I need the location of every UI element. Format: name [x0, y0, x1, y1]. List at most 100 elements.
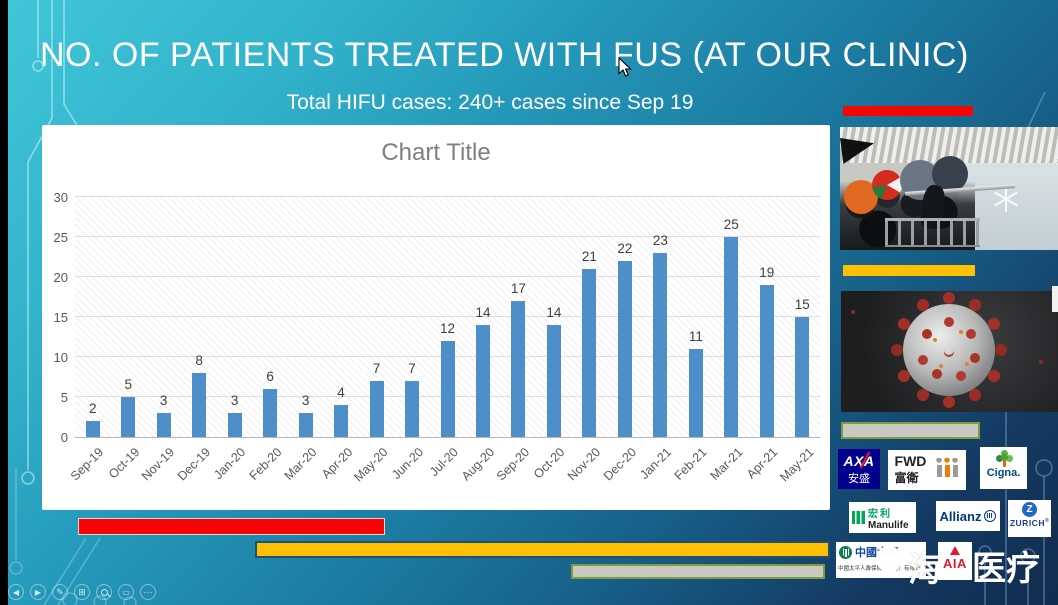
- bar-value-label: 22: [617, 241, 633, 256]
- x-tick-label: Sep-19: [68, 445, 107, 484]
- previous-slide-button[interactable]: ◀: [8, 584, 24, 600]
- bar-value-label: 3: [159, 393, 168, 408]
- x-tick-label: Feb-21: [671, 445, 710, 483]
- bar: [85, 421, 100, 437]
- plot-area: 2 Sep-19 5 Oct-19 3 Nov-19 8 Dec-19 3 Jan-20 6 Feb-…: [68, 196, 820, 484]
- red-highlight-bar: [78, 518, 385, 535]
- x-tick-label: Dec-20: [600, 445, 639, 484]
- x-tick-label: Jun-20: [388, 445, 426, 482]
- bar-value-label: 3: [230, 393, 239, 408]
- bar: [475, 325, 490, 437]
- bar-value-label: 5: [124, 377, 132, 392]
- bar: [511, 301, 526, 437]
- y-tick-label: 30: [53, 190, 68, 205]
- x-tick-label: Sep-20: [493, 445, 533, 484]
- slide-subtitle: Total HIFU cases: 240+ cases since Sep 1…: [286, 91, 694, 114]
- bar: [440, 341, 455, 437]
- bar-value-label: 15: [794, 297, 810, 312]
- x-tick-label: Aug-20: [458, 445, 497, 484]
- bar: [334, 405, 349, 437]
- axa-logo: AXA 安盛: [838, 449, 880, 489]
- x-tick-label: Oct-19: [105, 445, 143, 482]
- x-tick-label: Dec-19: [174, 445, 214, 484]
- bar-value-label: 17: [510, 281, 526, 296]
- aia-mountain-icon: [950, 546, 960, 555]
- pen-tools-button[interactable]: ✎: [52, 584, 68, 600]
- metal-barrier: [885, 218, 980, 247]
- cigna-tree-icon: [995, 450, 1013, 467]
- cigna-wordmark: Cigna.: [986, 467, 1021, 479]
- mouse-cursor-icon: [618, 57, 632, 77]
- fwd-people-icon: [935, 458, 960, 482]
- allianz-eagle-icon: [984, 510, 997, 522]
- registered-mark: ®: [1044, 518, 1050, 525]
- x-tick-label: May-20: [351, 445, 391, 485]
- virus-sphere: [903, 304, 995, 396]
- bar-value-label: 3: [301, 393, 310, 408]
- bar: [369, 381, 384, 437]
- virus-orange-dots: [947, 348, 951, 352]
- bar-value-label: 25: [723, 217, 739, 232]
- zurich-logo: Z ZURICH®: [1008, 500, 1051, 537]
- gray-marker-bar: [841, 422, 980, 439]
- manulife-logo: 宏利 Manulife: [849, 502, 916, 533]
- manulife-wordmark: Manulife: [868, 519, 909, 531]
- white-cloud-decoration: [898, 542, 916, 560]
- manulife-cubes-icon: [852, 511, 865, 524]
- bar: [227, 413, 242, 437]
- bar-value-label: 8: [195, 353, 203, 368]
- bar: [653, 253, 668, 437]
- x-tick-label: Apr-21: [744, 445, 781, 482]
- bar: [724, 237, 739, 437]
- bar-value-label: 19: [759, 265, 775, 280]
- striped-umbrella: [872, 170, 902, 200]
- x-tick-label: Nov-19: [139, 445, 178, 484]
- bar-value-label: 23: [652, 233, 668, 248]
- zoom-button[interactable]: [96, 584, 112, 600]
- screen-edge-artifact: [1052, 286, 1058, 312]
- y-tick-label: 10: [53, 350, 68, 365]
- x-tick-label: Apr-20: [318, 445, 355, 482]
- next-slide-button[interactable]: ▶: [30, 584, 46, 600]
- x-tick-label: May-21: [776, 445, 817, 485]
- y-tick-label: 20: [53, 270, 68, 285]
- axa-chinese-name: 安盛: [848, 473, 870, 485]
- bar-value-label: 11: [688, 329, 703, 344]
- y-axis: 0 5 10 15 20 25 30: [42, 190, 72, 445]
- coronavirus-render-photo: [841, 291, 1058, 412]
- more-options-button[interactable]: ⋯: [140, 584, 156, 600]
- taiping-tree-icon: [839, 545, 852, 559]
- bar-value-label: 7: [372, 361, 381, 376]
- bar: [546, 325, 561, 437]
- all-slides-button[interactable]: ⊞: [74, 584, 90, 600]
- aia-logo: AIA: [938, 542, 972, 580]
- bar: [617, 261, 632, 437]
- bar: [156, 413, 171, 437]
- fwd-chinese-name: 富衛: [894, 470, 919, 485]
- bar: [405, 381, 420, 437]
- gridline: [75, 196, 820, 197]
- bar: [192, 373, 207, 437]
- bar-value-label: 4: [337, 385, 345, 400]
- allianz-wordmark: Allianz: [939, 508, 982, 524]
- fwd-logo: FWD 富衛: [888, 450, 966, 490]
- x-tick-label: Oct-20: [531, 445, 568, 482]
- bar: [298, 413, 313, 437]
- x-tick-label: Jul-20: [427, 445, 462, 479]
- watermark-text-left: 海: [908, 551, 942, 589]
- yellow-marker-bar: [843, 265, 975, 276]
- bar-value-label: 12: [439, 321, 456, 336]
- y-tick-label: 15: [53, 310, 68, 325]
- gridline: [75, 276, 820, 277]
- zurich-z-icon: Z: [1022, 502, 1037, 517]
- x-tick-label: Nov-20: [564, 445, 604, 484]
- magnifier-icon: [100, 588, 108, 596]
- fwd-wordmark: FWD: [894, 453, 927, 470]
- gridline: [75, 316, 820, 317]
- zurich-wordmark: ZURICH: [1009, 518, 1045, 528]
- bar: [759, 285, 774, 437]
- glass-crack: [993, 186, 1019, 213]
- subtitles-button[interactable]: ▭: [118, 584, 134, 600]
- bar: [688, 349, 703, 437]
- x-tick-label: Mar-20: [281, 445, 320, 483]
